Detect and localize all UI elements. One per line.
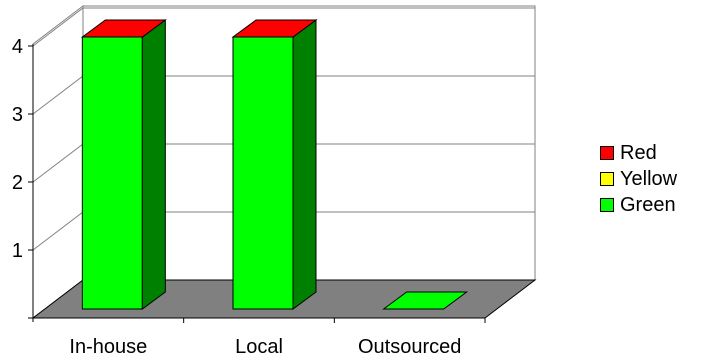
legend-item-yellow: Yellow [600, 166, 677, 192]
legend-swatch [600, 198, 614, 212]
bar-outsourced [382, 291, 469, 310]
x-tick-label: Local [235, 336, 283, 358]
legend-label: Red [620, 141, 657, 164]
x-tick-label: Outsourced [358, 336, 461, 358]
bar-in-house [80, 19, 167, 310]
legend-swatch [600, 146, 614, 160]
y-tick-label: 4 [12, 36, 23, 58]
axes [28, 44, 486, 323]
y-tick-label: 2 [12, 172, 23, 194]
y-tick-label: 3 [12, 104, 23, 126]
bar-front [81, 36, 143, 310]
legend-swatch [600, 172, 614, 186]
bar-top [231, 19, 318, 38]
bar-local [231, 19, 318, 310]
legend: Red Yellow Green [600, 140, 677, 218]
legend-label: Green [620, 193, 676, 216]
bar-side [141, 19, 166, 310]
legend-item-red: Red [600, 140, 677, 166]
side-wall [32, 4, 84, 320]
y-tick-label: 1 [12, 240, 23, 262]
legend-item-green: Green [600, 192, 677, 218]
bar-side [292, 19, 317, 310]
bar-top [382, 291, 469, 310]
gridline [32, 7, 535, 47]
tick-labels: 1 2 3 4 In-house Local Outsourced [12, 36, 461, 358]
bar-front [232, 36, 294, 310]
x-tick-label: In-house [69, 336, 147, 358]
legend-label: Yellow [620, 167, 678, 190]
bar-top [80, 19, 167, 38]
bars [80, 19, 469, 310]
